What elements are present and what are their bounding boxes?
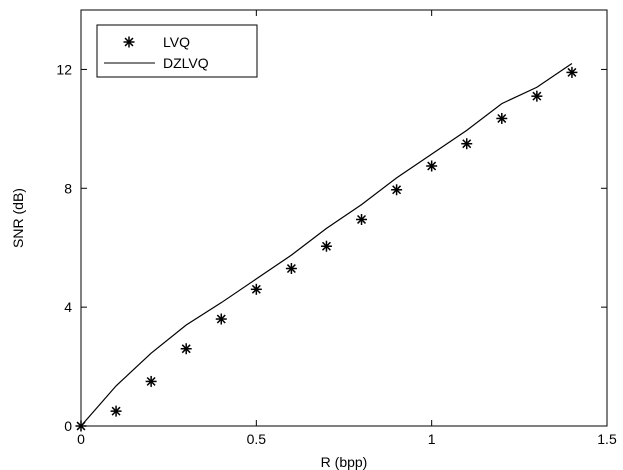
legend: LVQ DZLVQ: [96, 24, 258, 78]
x-tick-label: 1.5: [597, 431, 617, 447]
x-tick-label: 1: [428, 431, 436, 447]
x-tick-label: 0: [77, 431, 85, 447]
data-point-lvq: [145, 375, 157, 387]
data-point-lvq: [391, 184, 403, 196]
data-point-lvq: [426, 160, 438, 172]
data-point-lvq: [496, 112, 508, 124]
x-axis-label: R (bpp): [321, 454, 368, 470]
data-point-lvq: [320, 240, 332, 252]
data-point-lvq: [356, 213, 368, 225]
legend-label-dzlvq: DZLVQ: [163, 55, 209, 71]
data-point-lvq: [285, 263, 297, 275]
y-axis-label: SNR (dB): [10, 188, 26, 248]
series-line-dzlvq: [80, 62, 573, 427]
y-tick-label: 0: [64, 418, 72, 434]
y-tick-label: 4: [64, 299, 72, 315]
y-axis-ticks: 0 4 8 12: [56, 61, 607, 434]
data-point-lvq: [180, 343, 192, 355]
data-point-lvq: [250, 283, 262, 295]
x-tick-label: 0.5: [247, 431, 267, 447]
data-point-lvq: [531, 90, 543, 102]
legend-box: [96, 24, 258, 78]
data-point-lvq: [215, 313, 227, 325]
y-tick-label: 8: [64, 180, 72, 196]
data-point-lvq: [110, 405, 122, 417]
plot-area: [80, 9, 608, 427]
data-point-lvq: [461, 138, 473, 150]
legend-marker-lvq: [123, 36, 135, 48]
data-point-lvq: [566, 66, 578, 78]
series-layer: [75, 62, 578, 432]
y-tick-label: 12: [56, 61, 72, 77]
legend-asterisk-icon: [123, 36, 135, 48]
legend-label-lvq: LVQ: [163, 34, 190, 50]
